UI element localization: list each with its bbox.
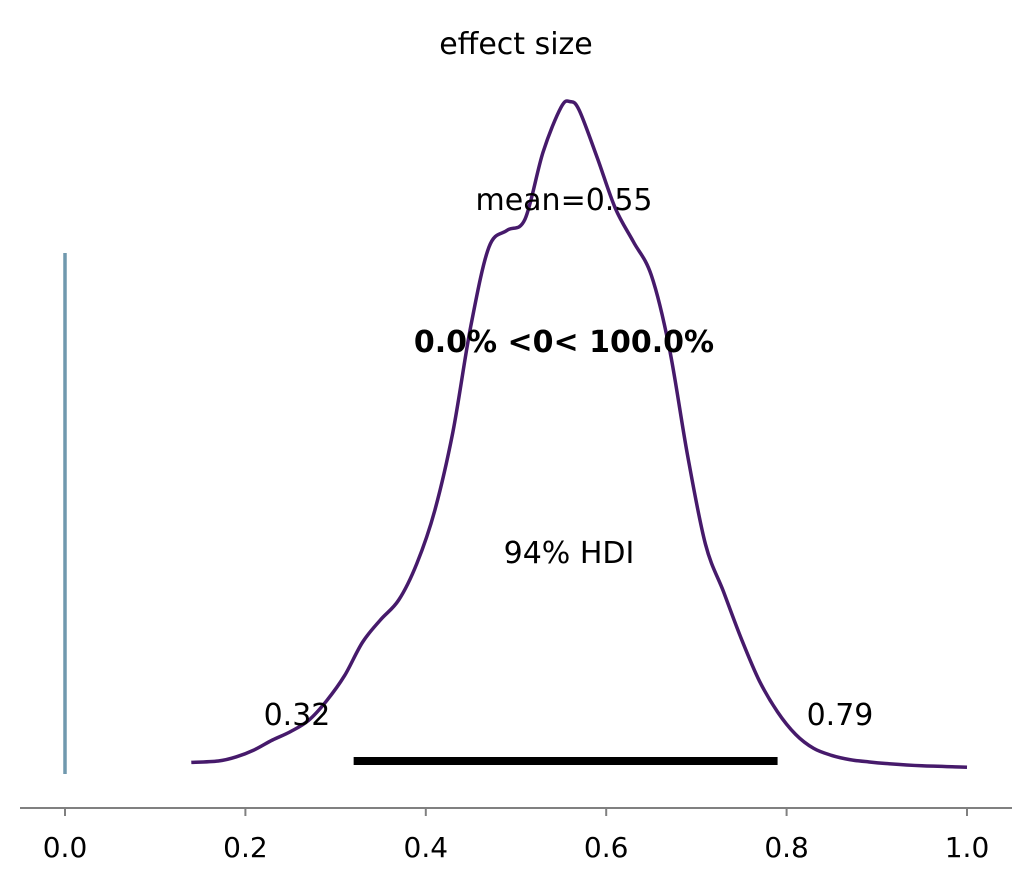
hdi-low-label: 0.32 [264, 698, 331, 733]
reference-probability-label: 0.0% <0< 100.0% [414, 325, 714, 360]
x-axis-ticks: 0.0 0.2 0.4 0.6 0.8 1.0 [43, 808, 990, 864]
x-tick-label: 0.4 [404, 831, 449, 864]
chart-title: effect size [439, 27, 593, 62]
hdi-label: 94% HDI [504, 536, 635, 571]
x-tick-label: 1.0 [945, 831, 990, 864]
hdi-high-label: 0.79 [807, 698, 874, 733]
x-tick-label: 0.8 [764, 831, 809, 864]
x-tick-label: 0.0 [43, 831, 88, 864]
density-curve [191, 99, 968, 769]
x-tick-label: 0.2 [223, 831, 268, 864]
mean-label: mean=0.55 [475, 183, 652, 218]
x-tick-label: 0.6 [584, 831, 629, 864]
